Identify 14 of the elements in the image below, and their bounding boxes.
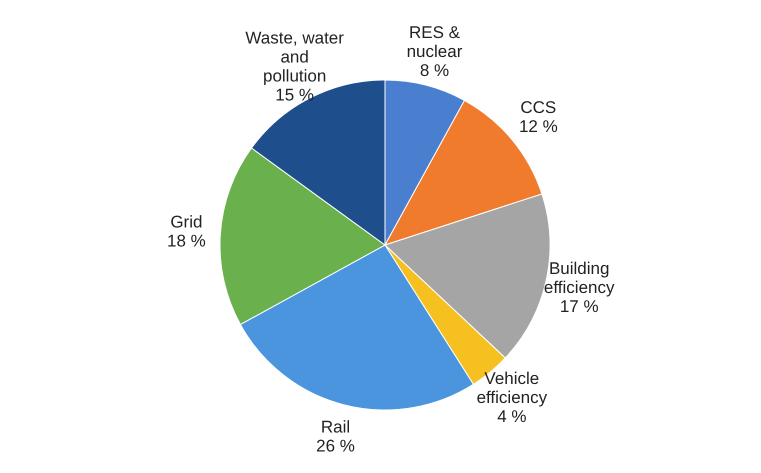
data-label: 18 % <box>167 232 206 251</box>
data-label: 17 % <box>560 296 599 316</box>
slice-label: Vehicle efficiency <box>476 368 548 407</box>
slice-label: Building efficiency <box>544 258 615 297</box>
data-label: 4 % <box>497 406 526 426</box>
data-label: 8 % <box>420 60 450 80</box>
slice-label: Rail <box>320 418 350 437</box>
data-label: 15 % <box>275 86 314 105</box>
slice-label: Waste, water and pollution <box>245 28 344 86</box>
data-label: 26 % <box>316 436 355 456</box>
slice-label: RES & nuclear <box>406 22 463 61</box>
slice-label: CCS <box>520 98 556 118</box>
slice-label: Grid <box>170 212 202 232</box>
data-label: 12 % <box>518 117 558 136</box>
